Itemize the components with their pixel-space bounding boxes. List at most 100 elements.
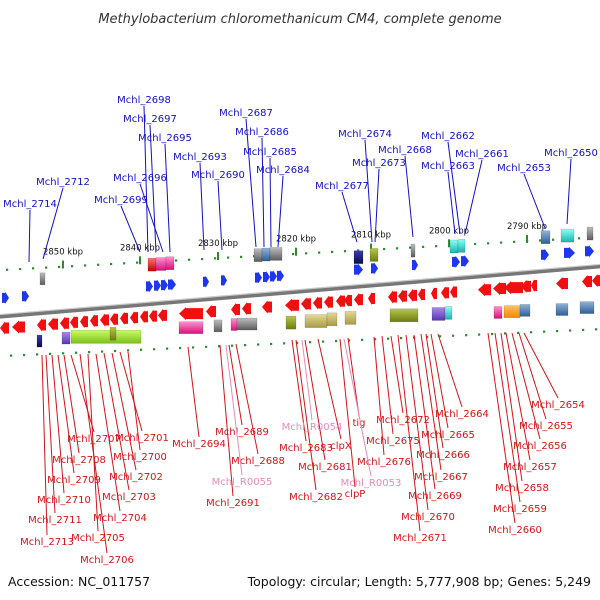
gene-label-text: clpX bbox=[330, 441, 352, 452]
gene-label-mchl-2650: Mchl_2650 bbox=[544, 148, 598, 225]
scale-tick-label: 2850 kbp bbox=[43, 248, 83, 258]
reverse-gene-arrow bbox=[231, 303, 240, 317]
reverse-gene-arrow bbox=[179, 307, 203, 321]
domain-block bbox=[213, 319, 223, 333]
domain-block bbox=[579, 301, 595, 314]
gene-connector bbox=[199, 162, 205, 251]
forward-gene-arrow bbox=[221, 274, 227, 287]
scale-dot bbox=[23, 353, 26, 357]
reverse-gene-arrow bbox=[336, 294, 345, 308]
scale-dot bbox=[465, 334, 468, 337]
reverse-gene-arrow bbox=[344, 293, 352, 307]
gene-connector bbox=[413, 334, 436, 490]
scale-dot bbox=[36, 353, 39, 356]
gene-label-text: Mchl_2653 bbox=[497, 163, 551, 174]
reverse-gene-arrow bbox=[120, 311, 128, 325]
gene-label-mchl-2688: Mchl_2688 bbox=[231, 343, 285, 467]
gene-arrow-track bbox=[0, 245, 600, 335]
accession-text: Accession: NC_011757 bbox=[8, 574, 150, 589]
domain-block bbox=[178, 321, 204, 334]
scale-dot bbox=[227, 256, 230, 259]
gene-label-text: Mchl_2697 bbox=[123, 114, 177, 125]
gene-label-text: Mchl_2669 bbox=[408, 491, 462, 502]
gene-label-mchl-2673: Mchl_2673 bbox=[352, 158, 406, 243]
domain-block bbox=[586, 226, 594, 241]
gene-connector bbox=[494, 332, 521, 503]
gene-label-mchl-2687: Mchl_2687 bbox=[219, 108, 273, 248]
gene-label-text: Mchl_2662 bbox=[421, 131, 475, 142]
scale-tick-label: 2830 kbp bbox=[198, 239, 238, 249]
gene-connector bbox=[374, 168, 380, 243]
scale-dot bbox=[556, 329, 559, 333]
gene-label-text: Mchl_2694 bbox=[172, 439, 226, 450]
domain-block bbox=[555, 303, 569, 316]
gene-connector bbox=[430, 333, 449, 429]
gene-connector bbox=[500, 332, 523, 482]
scale-dot bbox=[335, 339, 338, 343]
domain-block bbox=[304, 314, 328, 328]
forward-gene-arrow bbox=[168, 278, 176, 291]
gene-label-mchl-2694: Mchl_2694 bbox=[172, 346, 226, 450]
gene-label-text: Mchl_2709 bbox=[47, 475, 101, 486]
gene-connector bbox=[343, 338, 372, 477]
forward-gene-arrow bbox=[146, 280, 153, 293]
gene-connector bbox=[277, 175, 284, 248]
gene-connector bbox=[420, 333, 442, 471]
scale-dot bbox=[318, 251, 321, 254]
gene-label-mchl-2656: Mchl_2656 bbox=[511, 332, 567, 452]
forward-gene-arrow bbox=[541, 248, 549, 261]
gene-connector bbox=[217, 180, 223, 251]
gene-label-mchl-2672: Mchl_2672 bbox=[376, 335, 430, 426]
reverse-gene-arrow bbox=[582, 274, 592, 288]
gene-label-mchl-2700: Mchl_2700 bbox=[113, 351, 167, 463]
forward-gene-arrow bbox=[371, 262, 378, 275]
gene-label-text: Mchl_2705 bbox=[71, 533, 125, 544]
gene-label-mchl-2670: Mchl_2670 bbox=[401, 334, 455, 523]
gene-label-mchl-2669: Mchl_2669 bbox=[408, 334, 462, 502]
gene-label-tig: tig bbox=[347, 337, 366, 429]
gene-label-mchl-2695: Mchl_2695 bbox=[138, 133, 192, 253]
reverse-gene-arrow bbox=[110, 312, 118, 326]
gene-connector bbox=[51, 354, 65, 494]
gene-label-mchl-2696: Mchl_2696 bbox=[113, 173, 167, 253]
gene-label-mchl-2710: Mchl_2710 bbox=[37, 354, 91, 506]
scale-dot bbox=[530, 331, 533, 334]
gene-label-mchl-2689: Mchl_2689 bbox=[215, 344, 269, 438]
domain-block bbox=[39, 272, 46, 286]
gene-label-text: Mchl_2681 bbox=[298, 462, 352, 473]
gene-connector bbox=[505, 332, 531, 461]
scale-dot bbox=[426, 335, 429, 339]
reverse-gene-arrow bbox=[431, 287, 437, 301]
forward-gene-arrow bbox=[564, 246, 575, 259]
gene-label-text: Mchl_2690 bbox=[191, 170, 245, 181]
scale-dot bbox=[478, 333, 481, 336]
gene-connector bbox=[464, 159, 483, 235]
scale-dot bbox=[331, 250, 334, 253]
gene-connector bbox=[127, 351, 141, 451]
scale-dot bbox=[569, 329, 572, 332]
reverse-gene-arrow bbox=[478, 283, 491, 297]
forward-gene-arrow bbox=[255, 271, 262, 284]
gene-label-text: Mchl_2699 bbox=[94, 195, 148, 206]
reverse-gene-arrow bbox=[100, 313, 109, 327]
reverse-gene-arrow bbox=[130, 311, 138, 325]
scale-dot bbox=[322, 340, 325, 343]
scale-dot bbox=[439, 335, 442, 338]
forward-gene-arrow bbox=[22, 290, 29, 303]
scale-dot bbox=[396, 247, 399, 250]
gene-label-text: Mchl_2668 bbox=[378, 145, 432, 156]
scale-tick-label: 2840 kbp bbox=[120, 243, 160, 253]
reverse-gene-arrow bbox=[388, 290, 397, 304]
scale-dot bbox=[32, 267, 35, 270]
scale-track: 2850 kbp 2840 kbp 2830 kbp 2820 kbp 2810 kbp… bbox=[6, 222, 598, 357]
domain-block bbox=[540, 230, 551, 244]
domain-block bbox=[236, 317, 258, 331]
gene-label-text: Mchl_2695 bbox=[138, 133, 192, 144]
scale-dot bbox=[10, 354, 13, 357]
reverse-gene-arrow bbox=[313, 296, 322, 310]
gene-connector bbox=[111, 352, 137, 471]
gene-label-mchl-2693: Mchl_2693 bbox=[173, 152, 227, 251]
gene-label-mchl-2674: Mchl_2674 bbox=[338, 129, 392, 243]
gene-connector bbox=[225, 344, 243, 476]
